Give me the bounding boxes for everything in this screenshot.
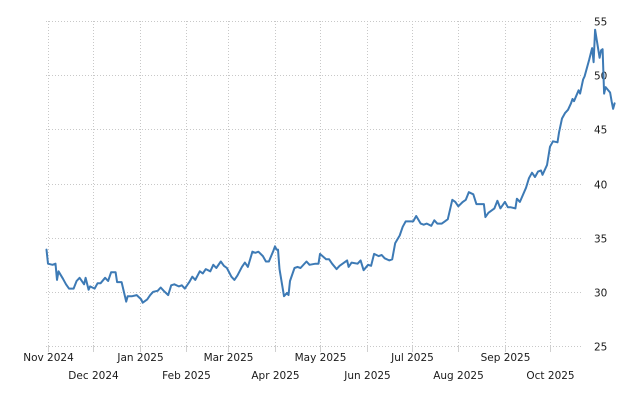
y-tick-label: 55 <box>594 17 607 29</box>
x-tick-label: Aug 2025 <box>433 370 484 382</box>
x-tick-label: Sep 2025 <box>481 352 531 364</box>
x-axis-labels: Nov 2024 Dec 2024 Jan 2025 Feb 2025 Mar 2025… <box>23 352 574 382</box>
x-tick-label: Nov 2024 <box>23 352 74 364</box>
y-tick-label: 30 <box>594 288 607 300</box>
x-tick-label: May 2025 <box>295 352 347 364</box>
x-axis-ticks <box>48 346 551 352</box>
x-tick-label: Jun 2025 <box>343 370 390 382</box>
x-tick-label: Dec 2024 <box>68 370 119 382</box>
x-tick-label: Feb 2025 <box>162 370 211 382</box>
x-tick-label: Mar 2025 <box>204 352 254 364</box>
x-tick-label: Jul 2025 <box>390 352 434 364</box>
price-line <box>45 28 616 304</box>
y-tick-label: 45 <box>594 125 607 137</box>
y-axis-labels: 25 30 35 40 45 50 55 <box>594 17 607 354</box>
y-tick-label: 50 <box>594 71 607 83</box>
y-tick-label: 40 <box>594 180 607 192</box>
y-tick-label: 25 <box>594 342 607 354</box>
x-tick-label: Oct 2025 <box>526 370 574 382</box>
y-tick-label: 35 <box>594 234 607 246</box>
grid-lines <box>46 21 583 347</box>
x-tick-label: Jan 2025 <box>116 352 163 364</box>
x-tick-label: Apr 2025 <box>251 370 299 382</box>
